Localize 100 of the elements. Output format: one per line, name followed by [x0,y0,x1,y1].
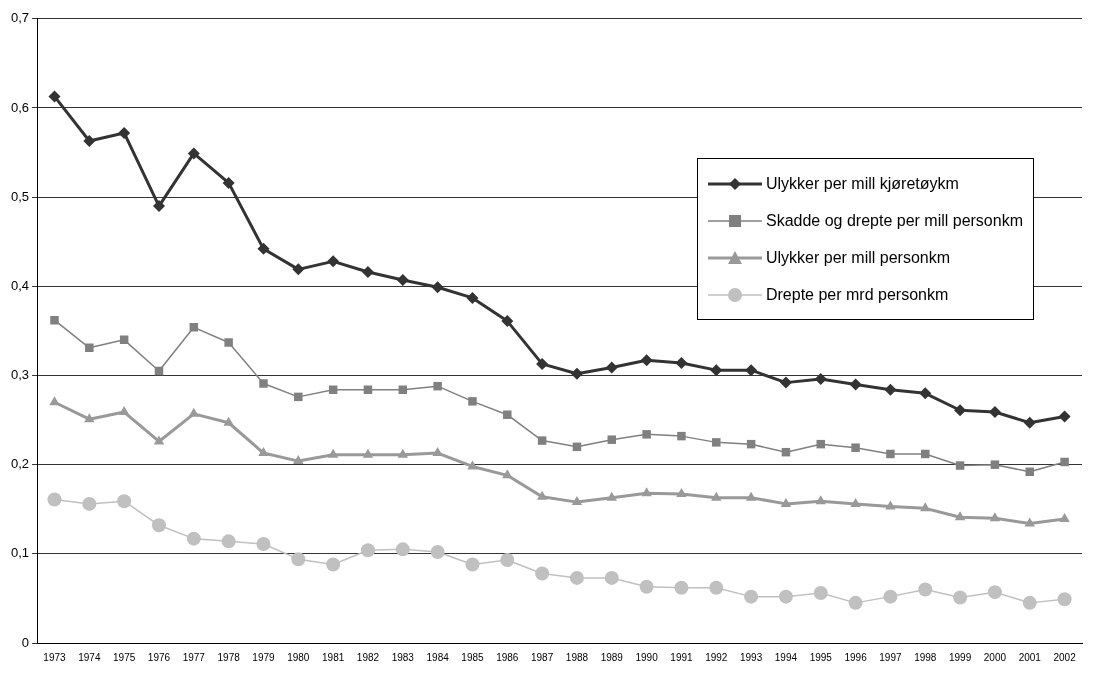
point [502,469,513,479]
point [503,410,512,419]
point [954,511,966,521]
point [500,553,515,568]
point [815,495,826,505]
y-tick-label: 0,4 [10,277,30,293]
point [49,396,60,406]
point [223,416,234,426]
point [259,379,268,388]
point [327,448,339,458]
legend-label: Ulykker per mill personkm [765,248,951,267]
point [258,447,269,457]
x-tick-label: 1991 [670,651,693,663]
point [780,497,792,507]
x-tick-label: 1999 [948,651,972,663]
x-tick-label: 1997 [879,651,902,663]
point [886,449,895,459]
x-tick-label: 1984 [426,651,450,663]
y-tick-label: 0 [21,634,30,650]
point [501,315,514,328]
point [883,589,898,604]
point [188,407,200,417]
point [712,438,721,447]
point [1060,457,1069,467]
point [118,406,130,416]
x-tick-label: 1982 [356,651,380,663]
point [293,455,304,465]
point [885,500,896,510]
point [468,397,477,406]
x-tick-label: 1990 [635,651,659,663]
point [294,392,303,402]
x-tick-label: 1977 [182,651,206,663]
point [84,413,95,423]
point [222,176,235,189]
legend-label: Skadde og drepte per mill personkm [765,211,1023,230]
point [117,494,132,509]
point [1059,513,1070,523]
point [745,491,757,501]
point [642,430,651,439]
y-tick-label: 0,7 [10,10,30,26]
point [362,448,374,458]
point [292,263,305,276]
x-tick-label: 1987 [531,651,554,663]
x-tick-label: 1994 [774,651,798,663]
point [326,557,341,572]
point [639,579,654,594]
point [151,518,166,533]
point [187,147,200,160]
point [397,448,408,458]
point [1022,595,1037,610]
point [537,436,547,445]
point [675,357,688,369]
point [849,378,862,391]
point [711,491,722,501]
point [360,543,375,558]
point [327,255,340,268]
point [570,367,583,380]
point [47,492,62,507]
point [536,490,548,500]
point [1024,517,1035,527]
point [779,376,792,389]
point [607,435,617,444]
point [224,338,233,347]
point [291,552,306,567]
point [918,582,933,597]
point [466,291,479,304]
point [536,357,549,370]
point [82,496,97,511]
point [990,460,1000,469]
point [48,90,61,103]
point [1023,416,1036,429]
point [153,435,165,445]
point [884,383,897,396]
x-tick-label: 1992 [705,651,728,663]
point [430,545,445,560]
point [641,487,652,497]
y-tick-label: 0,6 [10,99,30,115]
point [677,431,686,441]
point [1057,592,1072,607]
point [433,381,442,391]
y-tick-label: 0,5 [10,188,30,204]
point [83,134,96,147]
point [744,589,759,604]
point [604,570,619,585]
point [85,343,94,353]
point [813,586,828,601]
y-tick-label: 0,2 [10,456,30,472]
point [953,590,968,605]
point [465,557,480,572]
x-tick-label: 1989 [600,651,624,663]
x-tick-label: 2002 [1053,651,1077,663]
point [676,488,687,498]
point [851,443,860,452]
point [118,126,131,139]
point [987,585,1002,600]
point [606,491,617,501]
point [50,315,59,325]
point [189,323,199,332]
x-tick-label: 1988 [565,651,589,663]
point [152,200,165,213]
